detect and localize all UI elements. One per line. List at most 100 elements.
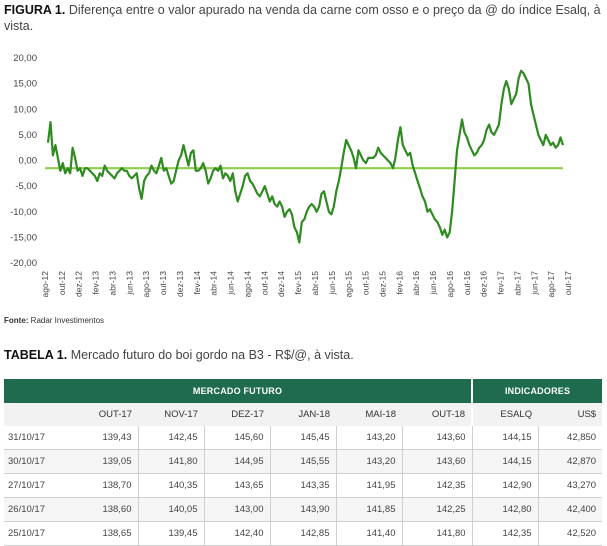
table-cell: 139,05 <box>62 449 138 474</box>
column-header: MAI-18 <box>336 403 402 426</box>
x-tick-label: abr-17 <box>512 271 522 296</box>
table-cell: 144,15 <box>471 426 539 450</box>
source-text: Radar Investimentos <box>30 316 105 325</box>
table-cell: 142,80 <box>471 497 539 522</box>
table-cell: 138,65 <box>62 521 138 546</box>
table-cell: 143,20 <box>335 449 402 474</box>
row-date-cell: 27/10/17 <box>4 473 62 498</box>
x-tick-label: fev-13 <box>91 271 101 295</box>
figure-title: Diferença entre o valor apurado na venda… <box>4 3 601 33</box>
table-cell: 142,40 <box>203 521 270 546</box>
row-date-cell: 25/10/17 <box>4 521 62 546</box>
table-row: 30/10/17 139,05 141,80 144,95 145,55 143,20 14… <box>4 449 603 474</box>
column-header: US$ <box>538 403 603 426</box>
y-tick-label: -5,00 <box>15 181 37 192</box>
x-tick-label: ago-16 <box>445 271 455 298</box>
column-header: NOV-17 <box>138 403 204 426</box>
table-cell: 142,45 <box>137 426 204 450</box>
table-cell: 143,60 <box>401 426 473 450</box>
x-tick-label: abr-13 <box>107 271 117 296</box>
table-cell: 143,90 <box>269 497 336 522</box>
x-tick-label: abr-15 <box>310 271 320 296</box>
table-cell: 143,20 <box>335 426 402 450</box>
x-tick-label: out-13 <box>158 271 168 295</box>
table-cell: 143,00 <box>203 497 270 522</box>
x-tick-label: dez-14 <box>276 271 286 297</box>
table-row: 31/10/17 139,43 142,45 145,60 145,45 143,20 14… <box>4 426 603 450</box>
table-cell: 140,35 <box>137 473 204 498</box>
x-tick-label: dez-12 <box>74 271 84 297</box>
x-tick-label: dez-13 <box>175 271 185 297</box>
y-tick-label: 5,00 <box>19 130 38 141</box>
x-tick-label: ago-17 <box>546 271 556 298</box>
table-cell: 145,60 <box>203 426 270 450</box>
table-caption: TABELA 1. Mercado futuro do boi gordo na… <box>4 348 354 362</box>
y-tick-label: -10,00 <box>10 207 37 218</box>
table-cell: 42,870 <box>537 449 603 474</box>
table-cell: 42,400 <box>537 497 603 522</box>
table-cell: 141,40 <box>335 521 402 546</box>
table-cell: 43,270 <box>537 473 603 498</box>
x-tick-label: out-16 <box>462 271 472 295</box>
x-tick-label: out-17 <box>563 271 573 295</box>
table-cell: 145,45 <box>269 426 336 450</box>
group-header-indicadores: INDICADORES <box>471 379 603 403</box>
table-cell: 141,80 <box>137 449 204 474</box>
table-cell: 141,95 <box>335 473 402 498</box>
y-tick-label: 20,00 <box>13 53 37 64</box>
table-cell: 143,35 <box>269 473 336 498</box>
table-body: 31/10/17 139,43 142,45 145,60 145,45 143,20 14… <box>4 426 603 546</box>
x-tick-label: out-14 <box>259 271 269 295</box>
table-row: 27/10/17 138,70 140,35 143,65 143,35 141,95 14… <box>4 473 603 498</box>
table-cell: 144,95 <box>203 449 270 474</box>
table-row: 26/10/17 138,60 140,05 143,00 143,90 141,85 14… <box>4 497 603 522</box>
y-tick-label: 15,00 <box>13 79 37 90</box>
row-date-cell: 26/10/17 <box>4 497 62 522</box>
column-header: DEZ-17 <box>204 403 270 426</box>
table-cell: 42,850 <box>537 426 603 450</box>
x-tick-label: dez-15 <box>377 271 387 297</box>
table-cell: 145,55 <box>269 449 336 474</box>
table-label: TABELA 1. <box>4 348 68 362</box>
x-tick-label: abr-14 <box>209 271 219 296</box>
row-date-cell: 31/10/17 <box>4 426 62 450</box>
x-tick-label: fev-15 <box>293 271 303 295</box>
x-tick-label: ago-12 <box>40 271 50 298</box>
table-cell: 142,35 <box>401 473 473 498</box>
table-cell: 139,43 <box>62 426 138 450</box>
x-tick-label: jun-14 <box>226 271 236 296</box>
column-header: OUT-18 <box>402 403 473 426</box>
series-line-0 <box>46 69 565 244</box>
column-header <box>4 403 62 426</box>
x-tick-label: abr-16 <box>411 271 421 296</box>
x-tick-label: dez-16 <box>479 271 489 297</box>
x-tick-label: jun-16 <box>428 271 438 296</box>
table-cell: 42,520 <box>537 521 603 546</box>
table-title: Mercado futuro do boi gordo na B3 - R$/@… <box>70 348 354 362</box>
source-note: Fonte: Radar Investimentos <box>4 316 104 325</box>
column-header: JAN-18 <box>270 403 336 426</box>
x-tick-label: out-12 <box>57 271 67 295</box>
y-tick-label: -15,00 <box>10 232 37 243</box>
x-tick-label: out-15 <box>361 271 371 295</box>
x-tick-label: fev-14 <box>192 271 202 295</box>
table-cell: 144,15 <box>471 449 539 474</box>
table-cell: 143,60 <box>401 449 473 474</box>
table-cell: 141,85 <box>335 497 402 522</box>
x-tick-label: jun-13 <box>124 271 134 296</box>
x-tick-label: ago-15 <box>344 271 354 298</box>
row-date-cell: 30/10/17 <box>4 449 62 474</box>
table-cell: 138,60 <box>62 497 138 522</box>
table-cell: 138,70 <box>62 473 138 498</box>
x-tick-label: fev-16 <box>394 271 404 295</box>
x-tick-label: ago-13 <box>141 271 151 298</box>
futures-table: MERCADO FUTURO INDICADORES OUT-17 NOV-17… <box>4 379 603 546</box>
group-header-mercado-futuro: MERCADO FUTURO <box>4 379 473 403</box>
line-chart: 20,00 15,00 10,00 5,00 0,00 -5,00 -10,00 -15,00… <box>10 53 573 298</box>
column-header-row: OUT-17 NOV-17 DEZ-17 JAN-18 MAI-18 OUT-1… <box>4 403 603 426</box>
figure-caption: FIGURA 1. Diferença entre o valor apurad… <box>4 2 604 34</box>
table-cell: 142,90 <box>471 473 539 498</box>
y-tick-label: 0,00 <box>19 156 38 167</box>
table-cell: 139,45 <box>137 521 204 546</box>
table-cell: 143,65 <box>203 473 270 498</box>
